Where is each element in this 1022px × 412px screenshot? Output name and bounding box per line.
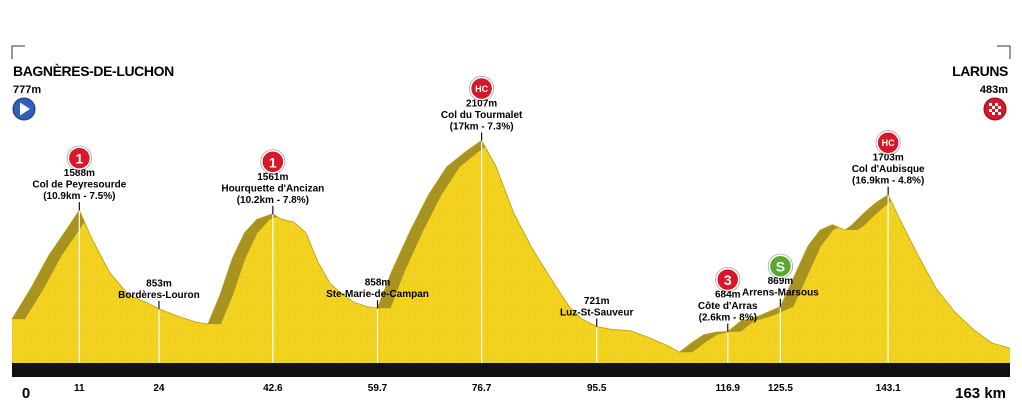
tick-label-42-6: 42.6 (263, 383, 283, 394)
point-text: (16.9km - 4.8%) (852, 176, 924, 187)
profile-ridge (11, 139, 1011, 353)
point-altitude: 684m (715, 290, 741, 301)
start-name: BAGNÈRES-DE-LUCHON (13, 63, 174, 79)
point-text: Luz-St-Sauveur (560, 308, 633, 319)
shadow-segment (12, 289, 44, 320)
shadow-segment (691, 334, 717, 343)
category-badge-icon: 1 (260, 149, 286, 175)
badge-label: 1 (75, 151, 83, 167)
tick-label-24: 24 (153, 383, 165, 394)
shadow-segment (30, 255, 62, 290)
category-badge-icon: HC (469, 75, 495, 102)
point-altitude: 869m (768, 276, 794, 287)
tick-label-end: 163 km (955, 385, 1006, 402)
shadow-segment (740, 316, 772, 322)
point-text: Hourquette d'Ancizan (221, 183, 324, 194)
badge-label: 3 (724, 272, 732, 288)
point-text: Col d'Aubisque (852, 164, 925, 175)
tick-label-76-7: 76.7 (472, 383, 492, 394)
category-badge-icon: HC (875, 130, 901, 156)
point-text: (2.6km - 8%) (699, 313, 757, 324)
point-text: Ste-Marie-de-Campan (326, 289, 429, 300)
shadow-segment (232, 232, 258, 259)
shadow-segment (807, 230, 834, 247)
checkered-flag-icon (983, 97, 1007, 121)
finish-name: LARUNS (952, 63, 1008, 79)
climb-shadow (12, 140, 902, 353)
shadow-segment (465, 140, 495, 153)
tick-label-0: 0 (22, 385, 30, 402)
shadow-segment (758, 306, 794, 316)
tick-label-125-5: 125.5 (768, 383, 793, 394)
point-altitude: 1703m (873, 153, 904, 164)
profile-texture (12, 140, 1010, 363)
shadow-segment (703, 332, 730, 335)
elevation-profile (11, 139, 1011, 363)
badge-label: HC (475, 84, 488, 94)
point-text: Col de Peyresourde (32, 180, 126, 191)
tick-label-59-7: 59.7 (368, 383, 388, 394)
badge-label: 1 (269, 154, 277, 170)
point-text: Arrens-Marsous (742, 288, 819, 299)
shadow-segment (409, 195, 442, 232)
shadow-segment (220, 258, 246, 295)
tick-label-95-5: 95.5 (587, 383, 607, 394)
shadow-segment (244, 219, 270, 233)
play-arrow-icon (12, 97, 36, 121)
shadow-segment (795, 246, 821, 274)
tick-label-116-9: 116.9 (716, 383, 741, 394)
start-block: BAGNÈRES-DE-LUCHON 777m (12, 63, 174, 121)
finish-altitude: 483m (980, 84, 1008, 96)
point-text: (10.2km - 7.8%) (237, 195, 309, 206)
badge-label: HC (882, 138, 895, 148)
point-text: Col du Tourmalet (441, 110, 523, 121)
point-text: Bordères-Louron (118, 290, 200, 301)
point-text: Côte d'Arras (698, 301, 758, 312)
point-altitude: 853m (146, 278, 172, 289)
start-altitude: 777m (13, 84, 41, 96)
shadow-segment (391, 231, 423, 272)
point-altitude: 1561m (257, 172, 288, 183)
point-text: (17km - 7.3%) (450, 121, 514, 132)
frame-corners (11, 45, 1011, 59)
finish-block: LARUNS 483m (952, 63, 1008, 121)
shadow-segment (679, 342, 705, 353)
tick-label-11: 11 (74, 383, 85, 394)
shadow-segment (207, 294, 234, 325)
shadow-segment (850, 213, 877, 227)
point-altitude: 2107m (466, 98, 497, 109)
shadow-segment (48, 228, 81, 256)
point-altitude: 858m (365, 278, 391, 289)
shadow-segment (446, 152, 479, 167)
badge-label: S (776, 259, 785, 275)
distance-axis-bar (12, 363, 1010, 377)
category-badge-icon: 1 (66, 145, 92, 171)
category-badge-icon: S (767, 253, 793, 279)
marker-lines (78, 132, 889, 363)
shadow-segment (428, 166, 460, 196)
shadow-segment (377, 271, 405, 309)
shadow-segment (863, 203, 889, 214)
point-text: (10.9km - 7.5%) (43, 191, 115, 202)
point-altitude: 721m (584, 296, 610, 307)
category-badge-icon: 3 (715, 266, 741, 293)
shadow-segment (727, 321, 754, 332)
shadow-segment (780, 273, 809, 307)
point-altitude: 1588m (64, 168, 95, 179)
distance-tick-labels: 0 11 24 42.6 59.7 76.7 95.5 116.9 125.5 143.1 163 … (22, 383, 1006, 402)
tick-label-143-1: 143.1 (876, 383, 901, 394)
